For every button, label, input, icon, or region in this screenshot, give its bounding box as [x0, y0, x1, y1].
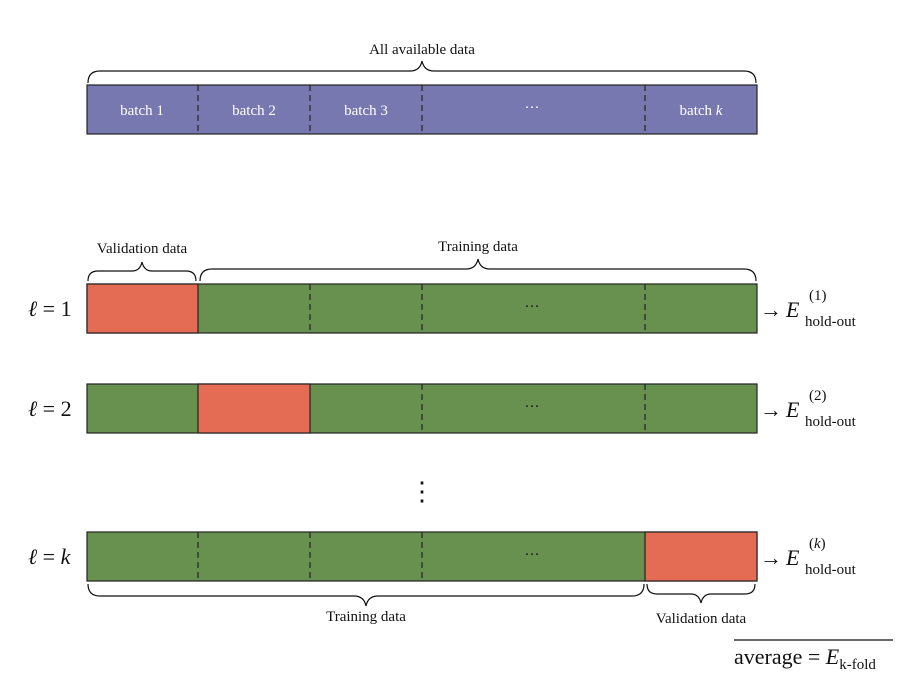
- row1-training-brace-label: Training data: [438, 239, 518, 255]
- fold-row-2: ℓ = 2 ··· → E (2) hold-out: [28, 383, 857, 434]
- rowk-training-brace-label: Training data: [326, 609, 406, 625]
- holdout-error: → E: [760, 545, 800, 570]
- rowk-training-brace: [87, 583, 645, 607]
- row1-validation-brace: [87, 261, 197, 282]
- validation-segment: [86, 283, 199, 334]
- fold-row-1: ℓ = 1 ··· → E (1) hold-out: [28, 283, 857, 334]
- holdout-superscript: (2): [809, 388, 827, 404]
- holdout-error: → E: [760, 397, 800, 422]
- row-ellipsis: ···: [525, 547, 540, 563]
- all-data-group: All available data batch 1 batch 2 batch…: [86, 42, 758, 135]
- row-label: ℓ = 1: [28, 296, 72, 321]
- holdout-subscript: hold-out: [805, 414, 857, 430]
- rowk-braces: Training data Validation data: [87, 583, 756, 627]
- holdout-subscript: hold-out: [805, 314, 857, 330]
- average-group: average = Ek-fold: [734, 639, 893, 673]
- batch-ellipsis: ···: [525, 100, 540, 116]
- validation-segment: [644, 531, 758, 582]
- average-E: E: [825, 644, 840, 669]
- row1-validation-brace-label: Validation data: [97, 241, 188, 257]
- fold-row-3: ℓ = k ··· → E (k) hold-out: [28, 531, 857, 582]
- all-data-brace: [87, 60, 757, 84]
- row-label: ℓ = k: [28, 544, 72, 569]
- row1-training-brace: [199, 258, 757, 282]
- average-text: average =: [734, 644, 826, 669]
- holdout-subscript: hold-out: [805, 562, 857, 578]
- all-data-title: All available data: [369, 42, 475, 58]
- batch-3-label: batch 3: [344, 103, 388, 119]
- row-ellipsis: ···: [525, 399, 540, 415]
- fold-rows: ℓ = 1 ··· → E (1) hold-out ℓ = 2 ··· → E (2) hold-o…: [28, 283, 857, 582]
- rowk-validation-brace-label: Validation data: [656, 611, 747, 627]
- row-ellipsis: ···: [525, 299, 540, 315]
- batch-k-label: batch k: [680, 103, 723, 119]
- row1-braces: Validation data Training data: [87, 239, 757, 282]
- rowk-validation-brace: [646, 583, 756, 604]
- validation-segment: [197, 383, 311, 434]
- holdout-error: → E: [760, 297, 800, 322]
- average-sub: k-fold: [839, 657, 876, 673]
- batch-2-label: batch 2: [232, 103, 276, 119]
- holdout-superscript: (1): [809, 288, 827, 304]
- vertical-ellipsis: ⋮: [409, 477, 435, 506]
- batch-1-label: batch 1: [120, 103, 164, 119]
- row-label: ℓ = 2: [28, 396, 72, 421]
- average-formula: average = Ek-fold: [734, 644, 876, 673]
- holdout-superscript: (k): [809, 536, 826, 552]
